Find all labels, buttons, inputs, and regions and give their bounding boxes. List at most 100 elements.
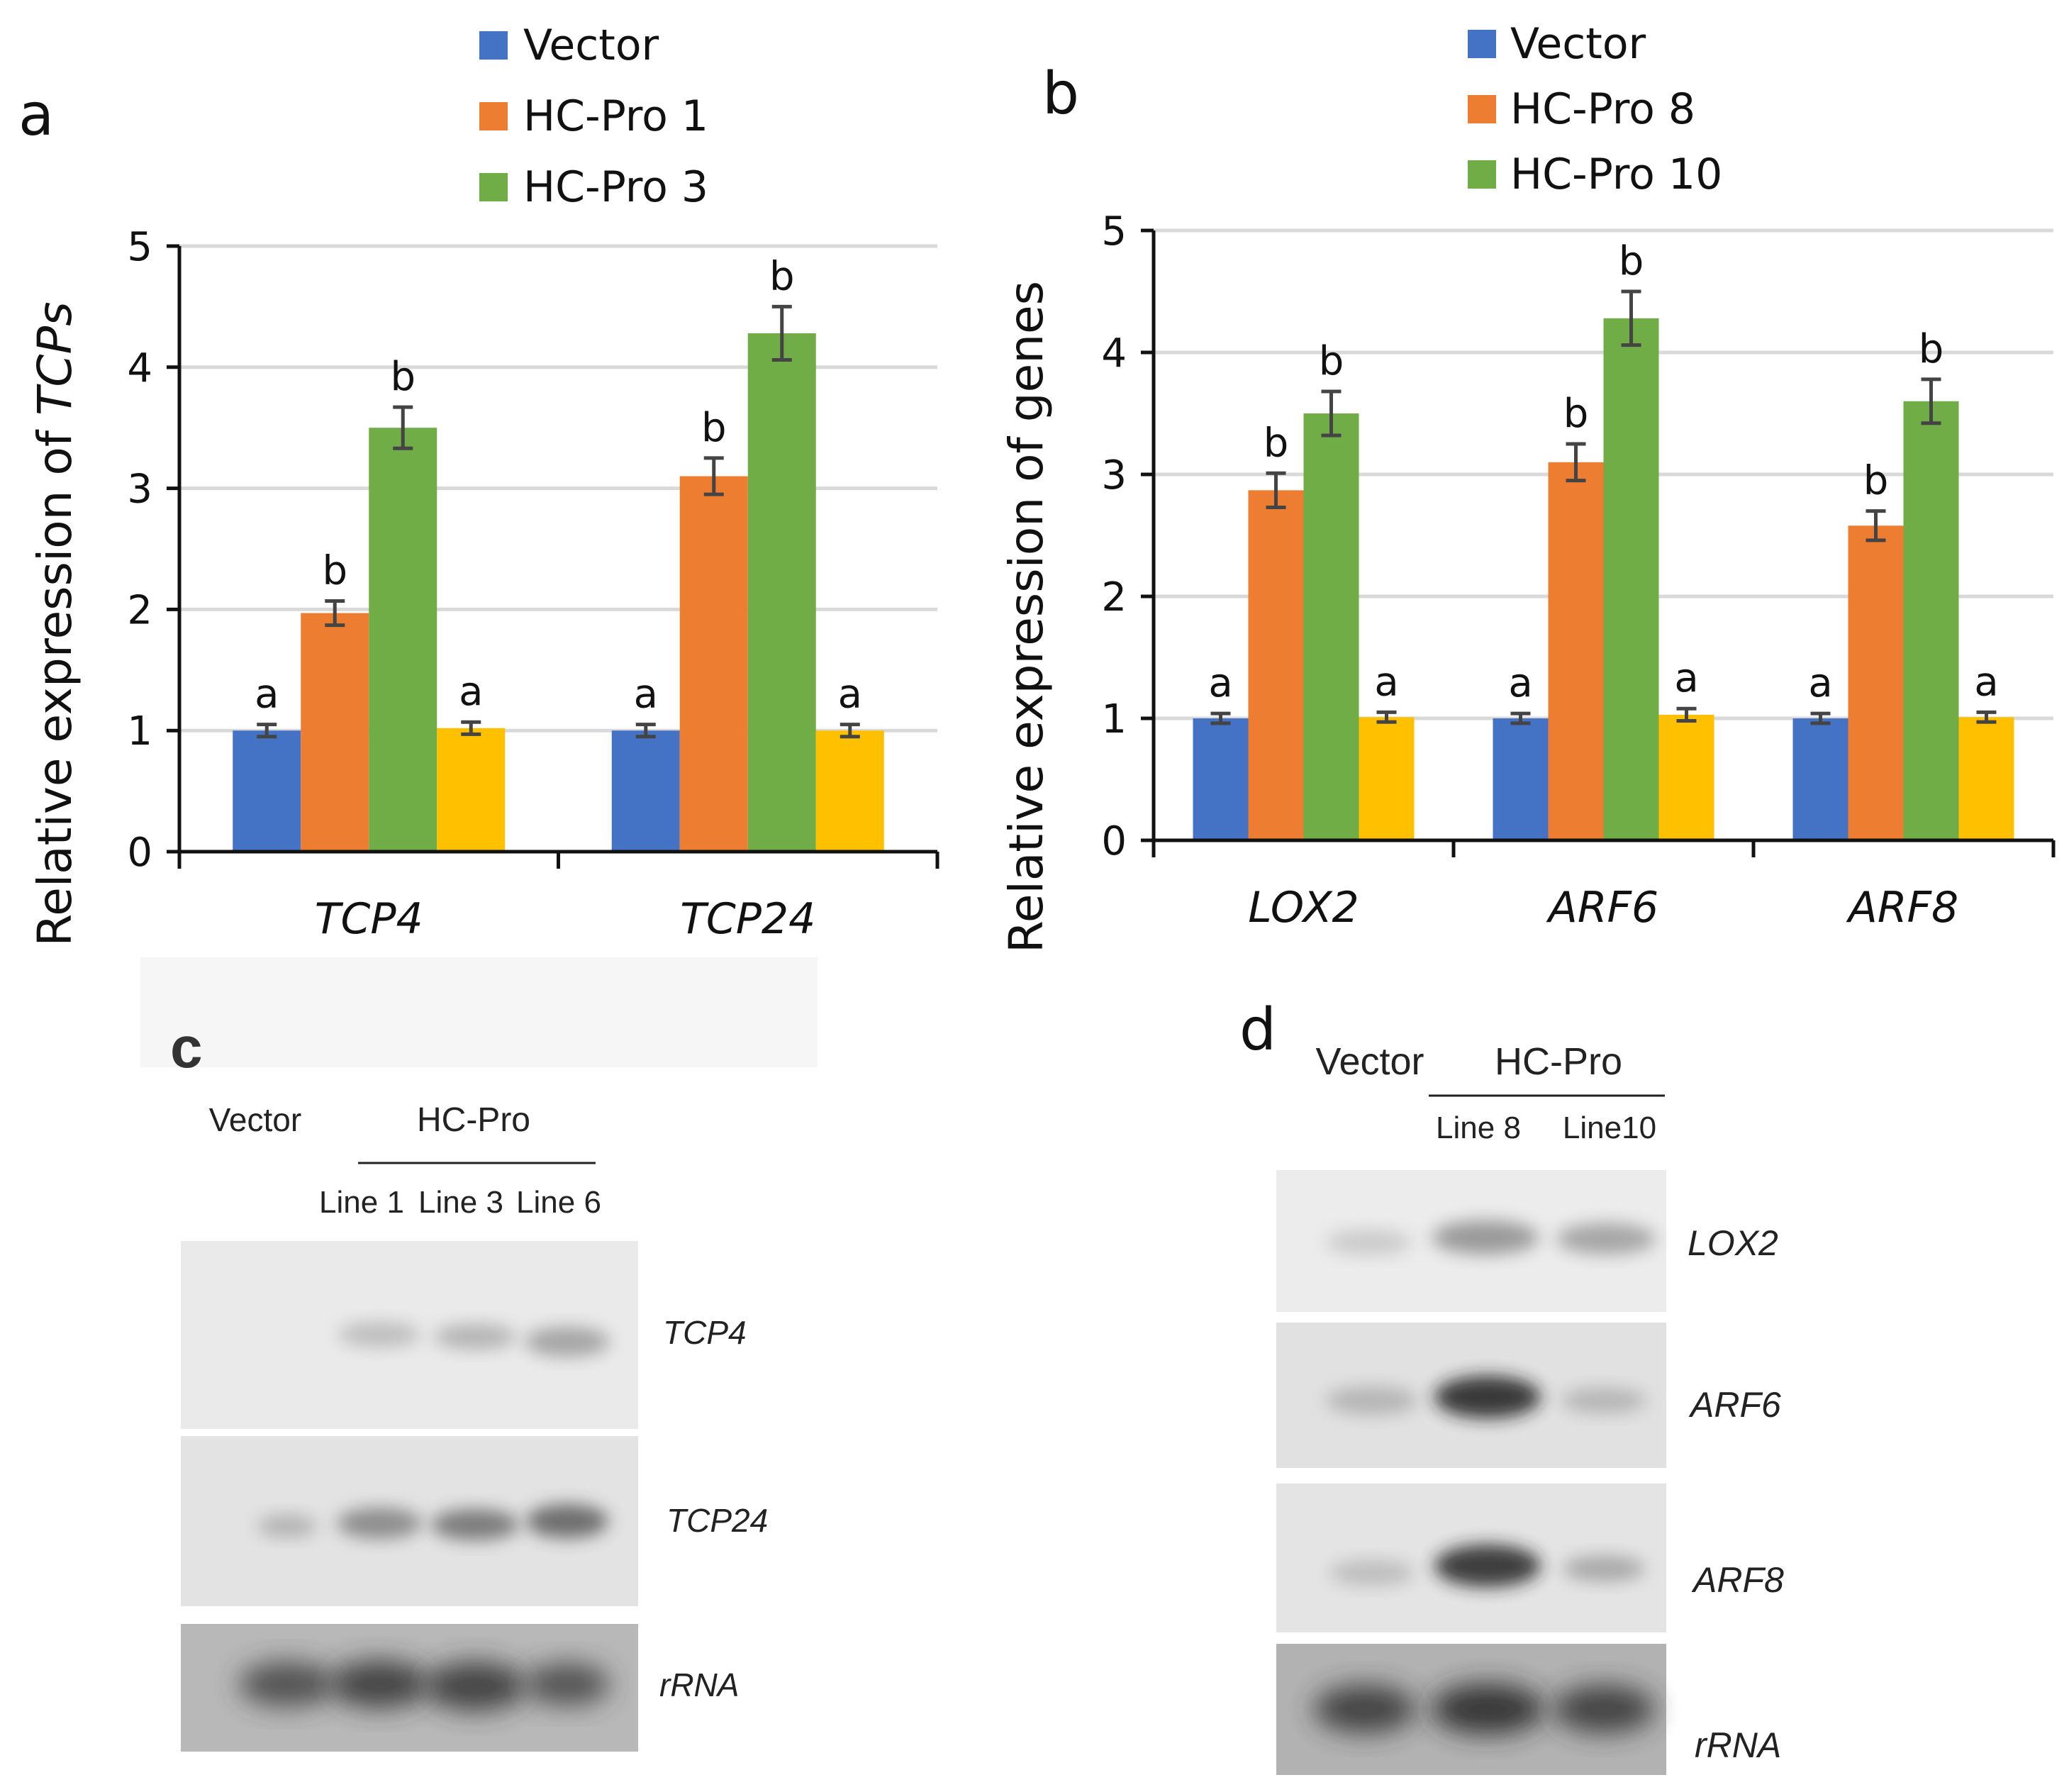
blot-band: [338, 1322, 420, 1347]
blot-d-strip-arf6: [1276, 1323, 1666, 1468]
legend-swatch-hcpro-8: [1468, 95, 1496, 123]
panel-b-chart: b Vector HC-Pro 8 HC-Pro 10 Relative exp…: [999, 19, 2056, 953]
blot-d-lane-label: Line 8: [1436, 1111, 1521, 1145]
x-category-label: LOX2: [1248, 883, 1359, 933]
blot-c-row-label: rRNA: [659, 1666, 739, 1703]
blot-c-lane-label: Line 3: [418, 1185, 503, 1220]
bar: [1792, 718, 1848, 840]
y-tick-label: 5: [1101, 208, 1127, 255]
legend-label: HC-Pro 3: [523, 162, 708, 212]
bar: [437, 728, 506, 852]
blot-band: [1556, 1223, 1656, 1254]
significance-letter: a: [1974, 659, 1998, 705]
significance-letter: b: [390, 354, 416, 400]
y-axis-label-part: Relative expression of: [28, 416, 82, 947]
legend-swatch-hcpro-10: [1468, 160, 1496, 189]
y-axis-label: Relative expression of TCPs: [28, 301, 82, 946]
bar: [301, 613, 369, 852]
significance-letter: b: [1619, 238, 1644, 284]
blot-c-lane-label: Line 1: [319, 1185, 404, 1220]
blot-band: [239, 1662, 335, 1707]
y-axis-label: Relative expression of genes: [999, 281, 1054, 953]
bar: [1603, 318, 1659, 841]
bar: [1359, 717, 1415, 840]
significance-letter: a: [1374, 659, 1398, 705]
blot-d-vector-label: Vector: [1315, 1040, 1424, 1083]
significance-letter: a: [1508, 660, 1532, 706]
legend-swatch-hcpro-1: [479, 102, 508, 130]
bar: [1493, 718, 1549, 840]
panel-a-chart: a Vector HC-Pro 1 HC-Pro 3 Relative expr…: [18, 21, 939, 947]
panel-a-letter: a: [18, 82, 54, 149]
legend-label: HC-Pro 8: [1510, 84, 1695, 134]
bar: [1548, 462, 1604, 840]
significance-letter: a: [1674, 655, 1698, 701]
blot-c-strip-tcp24: [181, 1436, 638, 1606]
blot-band: [526, 1504, 608, 1538]
x-category-label: TCP24: [680, 894, 815, 944]
y-tick-label: 2: [127, 587, 152, 633]
panel-b-letter: b: [1042, 60, 1079, 128]
blot-band: [1314, 1685, 1416, 1733]
blot-band: [525, 1663, 610, 1705]
blot-c-vector-label: Vector: [209, 1101, 301, 1138]
significance-letter: b: [1264, 420, 1289, 466]
y-tick-label: 4: [1101, 330, 1127, 377]
blot-c-strip-tcp4: [181, 1241, 638, 1429]
panel-c-blot: c Vector HC-Pro Line 1 Line 3 Line 6 TCP…: [140, 957, 818, 1752]
significance-letter: a: [255, 672, 279, 718]
y-tick-label: 1: [1101, 696, 1127, 742]
bar: [747, 333, 816, 852]
blot-c-strip-rrna: [181, 1624, 638, 1752]
legend-swatch-vector: [1468, 30, 1496, 58]
significance-letter: a: [838, 672, 862, 718]
y-tick-label: 0: [127, 830, 152, 876]
blot-band: [431, 1509, 519, 1540]
blot-band: [1431, 1684, 1544, 1735]
blot-c-lane-label: Line 6: [516, 1185, 601, 1220]
significance-letter: b: [322, 547, 347, 594]
legend-label: Vector: [1510, 19, 1646, 69]
significance-letter: a: [459, 669, 483, 715]
significance-letter: b: [701, 405, 727, 451]
panel-d-letter: d: [1239, 996, 1276, 1064]
blot-d-row-label: ARF8: [1691, 1560, 1784, 1600]
blot-d-row-label: ARF6: [1688, 1385, 1781, 1425]
y-tick-label: 3: [127, 467, 152, 513]
blot-band: [1561, 1388, 1646, 1413]
legend-swatch-hcpro-3: [479, 173, 508, 201]
bar: [611, 730, 680, 852]
bar: [1193, 718, 1249, 840]
blot-band: [257, 1515, 317, 1537]
legend-label: HC-Pro 1: [523, 91, 708, 141]
panel-c-letter: c: [170, 1015, 203, 1080]
panel-a-legend: Vector HC-Pro 1 HC-Pro 3: [479, 21, 708, 212]
panel-d-blot: d Vector HC-Pro Line 8 Line10 LOX2 ARF6: [1239, 996, 1784, 1775]
blot-d-strip-rrna: [1276, 1644, 1666, 1775]
blot-d-lane-label: Line10: [1563, 1111, 1656, 1145]
significance-letter: b: [1319, 338, 1344, 384]
blot-band: [434, 1324, 516, 1349]
bar: [1848, 525, 1904, 840]
legend-label: Vector: [523, 21, 659, 70]
blot-band: [525, 1327, 610, 1357]
bar: [233, 730, 301, 852]
significance-letter: a: [634, 672, 658, 718]
blot-band: [330, 1660, 429, 1708]
blot-d-row-label: rRNA: [1695, 1725, 1781, 1765]
blot-c-row-label: TCP4: [663, 1314, 747, 1351]
blot-c-row-label: TCP24: [667, 1502, 768, 1539]
panel-b-legend: Vector HC-Pro 8 HC-Pro 10: [1468, 19, 1722, 199]
blot-band: [1326, 1386, 1418, 1415]
y-tick-label: 4: [127, 345, 152, 391]
blot-band: [1553, 1685, 1655, 1733]
blot-band: [1563, 1556, 1645, 1581]
blot-band: [1432, 1220, 1539, 1254]
blot-band: [337, 1508, 422, 1539]
bar: [1303, 413, 1359, 840]
blot-c-hcpro-label: HC-Pro: [417, 1101, 530, 1139]
blot-d-row-label: LOX2: [1688, 1223, 1778, 1263]
bar: [815, 730, 884, 852]
